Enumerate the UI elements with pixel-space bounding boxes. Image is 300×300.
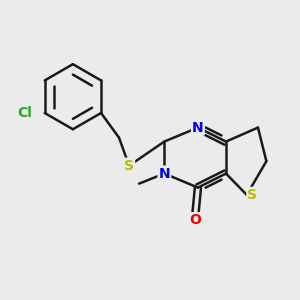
Text: S: S [124, 159, 134, 173]
Text: Cl: Cl [17, 106, 32, 120]
Text: O: O [189, 213, 201, 227]
Text: N: N [192, 121, 204, 135]
Text: N: N [158, 167, 170, 181]
Text: S: S [248, 188, 257, 202]
